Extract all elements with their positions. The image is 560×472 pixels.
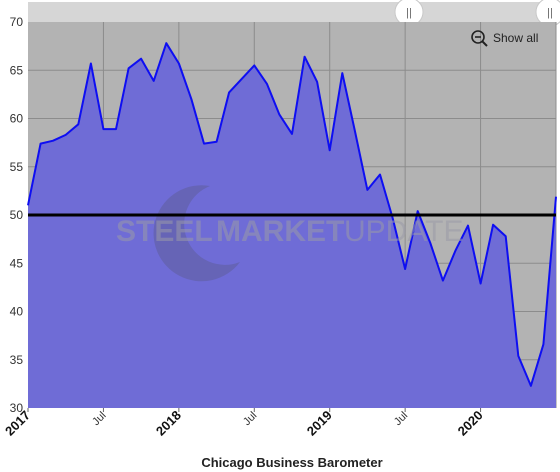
y-tick-label: 30 bbox=[10, 401, 24, 415]
navigator-track[interactable] bbox=[28, 2, 556, 22]
watermark-word-steel: STEEL bbox=[116, 215, 213, 248]
x-tick-label-year: 2017 bbox=[2, 408, 33, 439]
y-axis-ticks: 30 35 40 45 50 55 60 65 70 bbox=[10, 15, 24, 415]
zoom-out-icon bbox=[471, 30, 488, 47]
y-tick-label: 65 bbox=[10, 63, 24, 77]
y-tick-label: 50 bbox=[10, 208, 24, 222]
x-tick-label-year: 2020 bbox=[455, 408, 486, 439]
watermark-word-market: MARKET bbox=[216, 215, 344, 248]
y-tick-label: 60 bbox=[10, 112, 24, 126]
y-tick-label: 55 bbox=[10, 160, 24, 174]
show-all-label: Show all bbox=[493, 31, 538, 45]
x-tick-label-year: 2019 bbox=[304, 408, 335, 439]
chart-title: Chicago Business Barometer bbox=[201, 455, 382, 470]
steel-market-update-watermark: STEEL MARKET UPDATE bbox=[116, 185, 463, 282]
navigator-left-handle-grip: || bbox=[406, 7, 412, 19]
y-tick-label: 45 bbox=[10, 256, 24, 270]
watermark-word-update: UPDATE bbox=[344, 215, 463, 248]
x-tick-label-month: Jul bbox=[392, 410, 410, 428]
show-all-button[interactable]: Show all bbox=[466, 26, 548, 50]
navigator-right-handle-grip: || bbox=[547, 7, 553, 19]
x-tick-label-month: Jul bbox=[90, 410, 108, 428]
y-tick-label: 70 bbox=[10, 15, 24, 29]
watermark-swoosh-icon bbox=[153, 185, 240, 282]
x-axis-ticks: 2017 Jul 2018 Jul 2019 Jul 2020 bbox=[2, 408, 486, 439]
y-tick-label: 40 bbox=[10, 305, 24, 319]
x-tick-label-year: 2018 bbox=[153, 408, 184, 439]
series-area-fill bbox=[28, 43, 556, 408]
y-tick-label: 35 bbox=[10, 353, 24, 367]
x-tick-label-month: Jul bbox=[241, 410, 259, 428]
series-line bbox=[27, 42, 557, 387]
